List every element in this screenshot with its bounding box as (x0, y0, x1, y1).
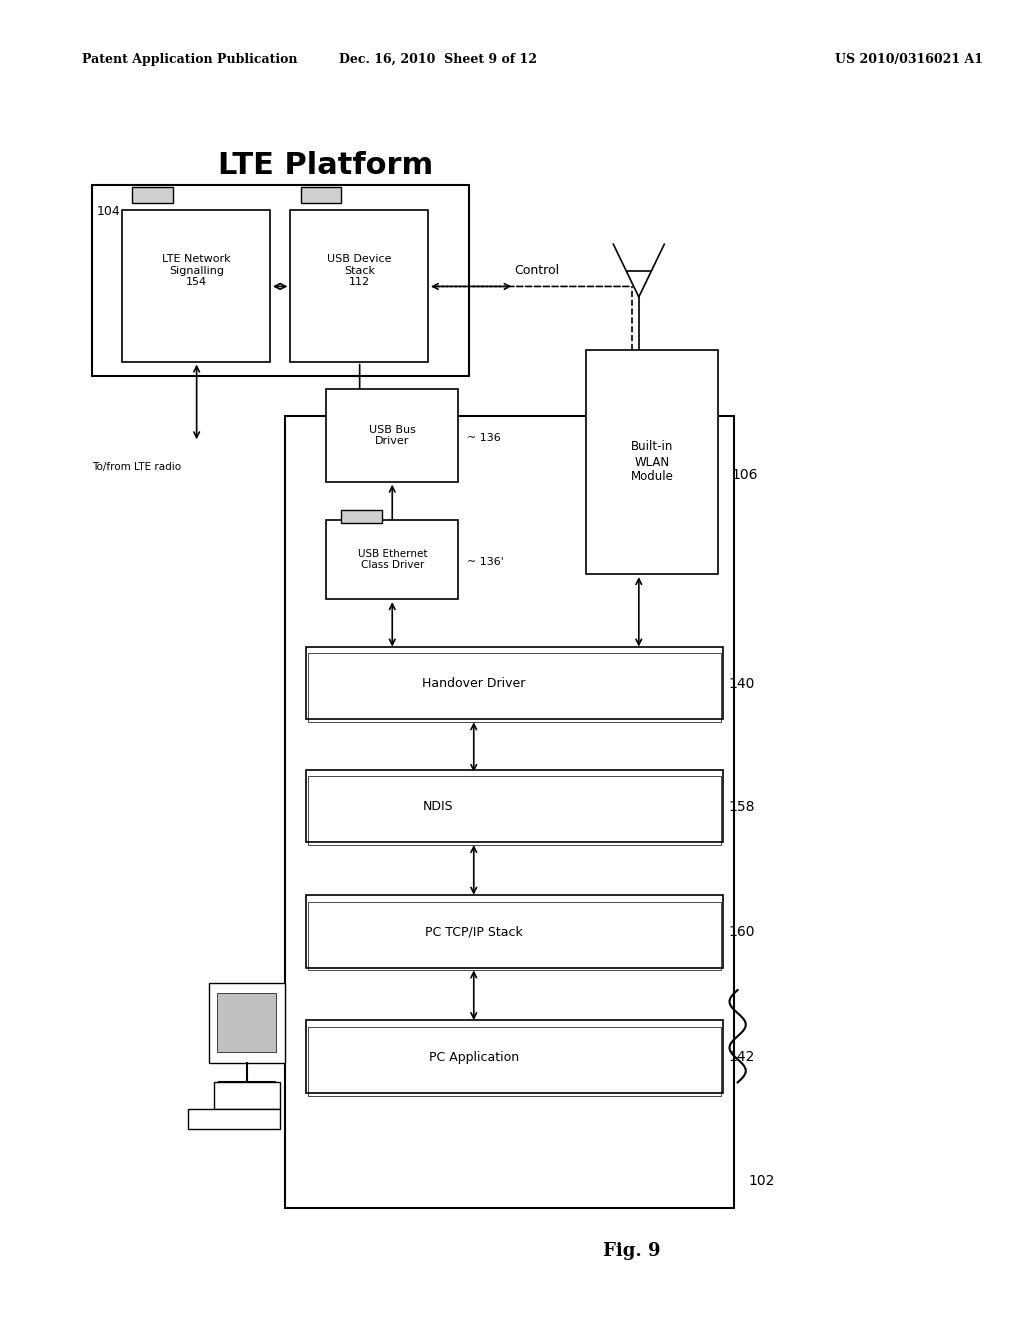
Bar (307, 776, 721, 845)
Text: To/from LTE radio: To/from LTE radio (92, 462, 181, 473)
Bar (307, 1027, 721, 1096)
Text: Fig. 9: Fig. 9 (603, 1242, 660, 1261)
Text: 102: 102 (749, 1173, 775, 1188)
Text: USB Device
Stack
112: USB Device Stack 112 (328, 253, 392, 288)
Text: Handover Driver: Handover Driver (422, 677, 525, 690)
Text: LTE Network
Signalling
154: LTE Network Signalling 154 (163, 253, 231, 288)
Text: PC TCP/IP Stack: PC TCP/IP Stack (425, 925, 522, 939)
Text: USB Ethernet
Class Driver: USB Ethernet Class Driver (357, 549, 427, 570)
Text: NDIS: NDIS (423, 800, 454, 813)
Bar (305, 1020, 723, 1093)
Text: ~ 136: ~ 136 (467, 433, 501, 444)
Bar (122, 210, 270, 362)
Text: 160: 160 (728, 925, 755, 939)
Text: ~ 136': ~ 136' (467, 557, 504, 568)
Text: 106: 106 (731, 469, 758, 482)
Bar (307, 902, 721, 970)
Bar (214, 1082, 281, 1109)
Bar (341, 510, 382, 523)
Bar (305, 647, 723, 719)
Bar (305, 895, 723, 968)
Bar (209, 983, 286, 1063)
Bar (217, 993, 276, 1052)
Text: Control: Control (514, 264, 560, 277)
Text: Dec. 16, 2010  Sheet 9 of 12: Dec. 16, 2010 Sheet 9 of 12 (339, 53, 538, 66)
Bar (586, 350, 718, 574)
Bar (291, 210, 428, 362)
Text: PC Application: PC Application (429, 1051, 519, 1064)
Text: Patent Application Publication: Patent Application Publication (82, 53, 297, 66)
Text: Built-in
WLAN
Module: Built-in WLAN Module (631, 441, 674, 483)
Bar (132, 187, 173, 203)
Bar (326, 389, 459, 482)
Text: US 2010/0316021 A1: US 2010/0316021 A1 (836, 53, 983, 66)
Bar (286, 416, 733, 1208)
Text: 158: 158 (728, 800, 755, 813)
Bar (307, 653, 721, 722)
Bar (305, 770, 723, 842)
Bar (188, 1109, 281, 1129)
Bar (92, 185, 469, 376)
Text: 104: 104 (97, 205, 121, 218)
Bar (301, 187, 341, 203)
Bar (326, 520, 459, 599)
Text: 140: 140 (728, 677, 755, 690)
Text: USB Bus
Driver: USB Bus Driver (369, 425, 416, 446)
Text: 142: 142 (728, 1051, 755, 1064)
Text: LTE Platform: LTE Platform (218, 150, 433, 180)
